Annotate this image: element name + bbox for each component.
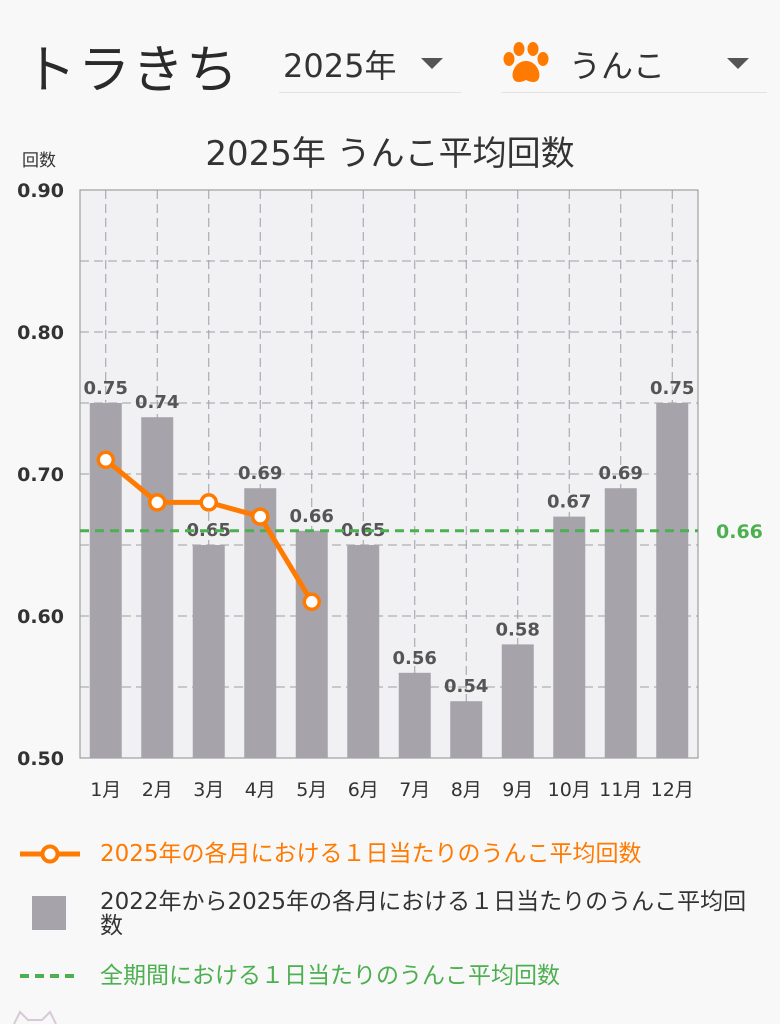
legend-average-label: 全期間における１日当たりのうんこ平均回数: [100, 963, 560, 989]
y-tick-label: 0.90: [17, 180, 64, 202]
legend-item-monthly-2025: 2025年の各月における１日当たりのうんこ平均回数: [20, 842, 642, 870]
x-tick-label: 12月: [651, 779, 694, 801]
average-value-label: 0.66: [716, 521, 763, 543]
x-tick-label: 11月: [599, 779, 642, 801]
bar-value-label: 0.56: [393, 648, 437, 669]
app-title: トラきち: [24, 41, 241, 101]
bar-value-label: 0.69: [599, 463, 643, 484]
x-tick-label: 3月: [193, 779, 224, 801]
y-tick-label: 0.70: [17, 464, 64, 486]
line-point: [148, 493, 167, 512]
year-dropdown-value: 2025年: [283, 47, 397, 85]
x-tick-label: 2月: [142, 779, 173, 801]
bar: [398, 672, 431, 758]
legend-item-overall-average: 全期間における１日当たりのうんこ平均回数: [20, 964, 560, 992]
line-point: [251, 507, 270, 526]
legend-line-label: 2025年の各月における１日当たりのうんこ平均回数: [100, 841, 642, 867]
legend-average-swatch: [20, 964, 80, 992]
legend-bar-label: 2022年から2025年の各月における１日当たりのうんこ平均回数: [100, 889, 747, 939]
bar: [244, 488, 277, 758]
bar: [192, 545, 225, 758]
bar-value-label: 0.58: [496, 619, 540, 640]
bar: [141, 417, 174, 758]
line-point: [302, 592, 321, 612]
bar: [450, 701, 483, 758]
pet-dropdown-value: うんこ: [569, 47, 666, 85]
bar-value-label: 0.66: [290, 506, 334, 527]
bar: [553, 516, 586, 758]
bar: [501, 644, 534, 758]
bar-value-label: 0.65: [341, 520, 385, 541]
legend-bar-swatch: [20, 890, 80, 934]
bar-value-label: 0.75: [84, 378, 128, 399]
y-tick-label: 0.50: [17, 748, 64, 770]
chevron-down-icon: [727, 58, 749, 69]
x-tick-label: 9月: [502, 779, 533, 801]
cat-ear-icon: [13, 1010, 57, 1024]
pet-dropdown[interactable]: うんこ: [501, 36, 767, 93]
year-dropdown[interactable]: 2025年: [279, 36, 461, 93]
bar: [604, 488, 637, 758]
x-tick-label: 1月: [90, 779, 121, 801]
chart: 2025年 うんこ平均回数 回数 0.75 0.74 0.65 0.69 0.66 0.6…: [17, 134, 763, 801]
chevron-down-icon: [421, 58, 443, 69]
y-tick-label: 0.80: [17, 322, 64, 344]
y-axis-label: 回数: [22, 151, 56, 171]
bar-value-label: 0.74: [135, 392, 179, 413]
x-tick-label: 10月: [548, 779, 591, 801]
x-tick-label: 7月: [399, 779, 430, 801]
legend-item-monthly-all-years: 2022年から2025年の各月における１日当たりのうんこ平均回数: [20, 890, 750, 938]
y-tick-label: 0.60: [17, 606, 64, 628]
bar-value-label: 0.75: [650, 378, 694, 399]
paw-icon: [501, 42, 551, 86]
bar-value-label: 0.67: [547, 492, 591, 513]
bar: [295, 530, 328, 758]
x-tick-label: 6月: [348, 779, 379, 801]
x-tick-label: 5月: [296, 779, 327, 801]
line-point: [199, 493, 218, 512]
bar: [347, 545, 380, 758]
legend-line-swatch: [20, 842, 80, 870]
x-tick-label: 4月: [245, 779, 276, 801]
bar-value-label: 0.54: [444, 676, 488, 697]
x-tick-label: 8月: [451, 779, 482, 801]
bar: [656, 403, 689, 758]
chart-title: 2025年 うんこ平均回数: [205, 134, 574, 174]
bar-value-label: 0.69: [238, 463, 282, 484]
line-point: [96, 450, 115, 470]
